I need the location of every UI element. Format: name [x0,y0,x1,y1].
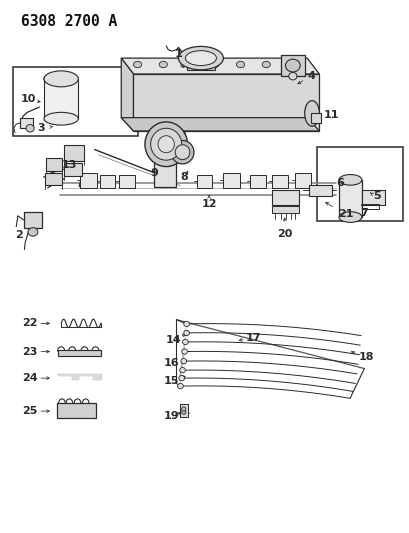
Polygon shape [121,58,319,74]
Ellipse shape [285,59,299,72]
Ellipse shape [171,141,193,164]
Bar [272,206,298,213]
Text: 17: 17 [245,333,261,343]
Ellipse shape [44,112,78,125]
Bar [20,118,32,128]
Ellipse shape [178,46,223,70]
Bar [57,403,96,418]
Bar [317,147,402,221]
Bar [196,174,212,188]
Text: 15: 15 [164,376,179,386]
Text: 9: 9 [150,168,158,179]
Bar [119,174,135,188]
Bar [64,163,82,176]
Text: 21: 21 [337,209,353,220]
Text: 22: 22 [22,318,38,328]
Bar [280,55,304,76]
Text: 6308 2700 A: 6308 2700 A [21,14,117,29]
Ellipse shape [179,368,185,373]
Text: 1: 1 [174,49,182,59]
Text: 10: 10 [21,94,36,104]
Text: 7: 7 [360,208,367,219]
Bar [45,173,62,185]
Bar [13,67,137,136]
Text: 11: 11 [323,110,339,120]
Ellipse shape [28,228,38,236]
Polygon shape [121,118,319,131]
Ellipse shape [338,212,361,222]
Ellipse shape [304,101,319,126]
Ellipse shape [184,61,193,68]
Bar [186,58,215,70]
Ellipse shape [177,383,183,389]
Ellipse shape [288,72,296,80]
Text: 8: 8 [180,172,187,182]
Ellipse shape [44,72,78,85]
Bar [308,184,331,196]
Ellipse shape [210,61,218,68]
Text: 12: 12 [201,199,216,209]
Ellipse shape [180,359,186,364]
Bar [45,158,62,171]
Text: 18: 18 [358,352,373,362]
Text: 19: 19 [163,411,179,422]
Ellipse shape [262,61,270,68]
Bar [249,174,265,188]
Text: 3: 3 [38,123,45,133]
Bar [153,163,176,187]
Ellipse shape [181,407,185,411]
Ellipse shape [182,340,188,345]
Text: 4: 4 [307,71,315,81]
Polygon shape [121,58,133,131]
Bar [80,173,97,188]
Bar [24,212,41,228]
Text: 13: 13 [61,160,77,171]
Text: 25: 25 [22,406,38,416]
Bar [64,146,83,161]
Ellipse shape [287,61,295,68]
Ellipse shape [159,61,167,68]
Bar [338,180,361,217]
Ellipse shape [157,136,174,153]
Ellipse shape [133,61,142,68]
Bar [43,79,78,119]
Polygon shape [133,74,319,131]
Text: 16: 16 [163,358,179,368]
Bar [179,404,187,417]
Bar [58,351,101,356]
Bar [310,114,321,123]
Text: 14: 14 [165,335,180,345]
Bar [99,174,115,188]
Ellipse shape [183,330,189,336]
Ellipse shape [181,349,187,354]
Ellipse shape [175,145,189,160]
Ellipse shape [183,321,189,327]
Ellipse shape [144,122,187,166]
Polygon shape [58,374,101,379]
Ellipse shape [178,375,184,381]
Ellipse shape [181,410,185,414]
Text: 20: 20 [276,229,292,239]
Ellipse shape [236,61,244,68]
Ellipse shape [26,125,34,132]
Ellipse shape [44,71,78,87]
Ellipse shape [150,128,181,160]
Bar [362,204,378,209]
Ellipse shape [185,51,216,66]
Text: 2: 2 [15,230,23,240]
Bar [294,173,310,188]
Ellipse shape [338,174,361,185]
Text: 24: 24 [22,373,38,383]
Bar [223,173,239,188]
Bar [272,174,287,188]
Bar [272,190,298,205]
Bar [362,190,384,205]
Text: 5: 5 [372,191,380,201]
Text: 23: 23 [22,346,38,357]
Text: 6: 6 [335,177,343,188]
